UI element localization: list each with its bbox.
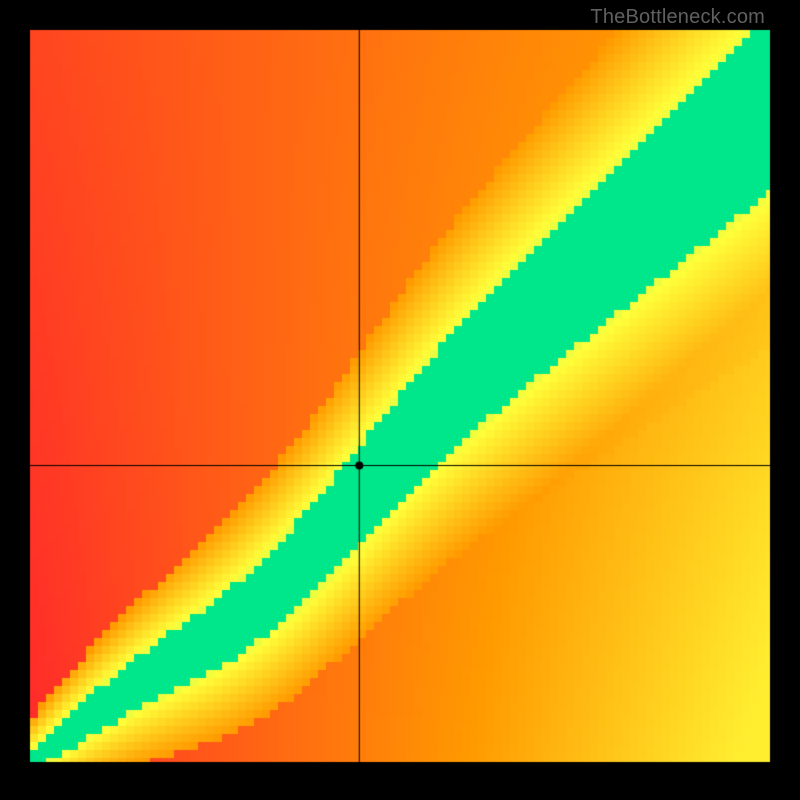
- bottleneck-heatmap: [0, 0, 800, 800]
- chart-container: TheBottleneck.com: [0, 0, 800, 800]
- watermark: TheBottleneck.com: [590, 6, 765, 29]
